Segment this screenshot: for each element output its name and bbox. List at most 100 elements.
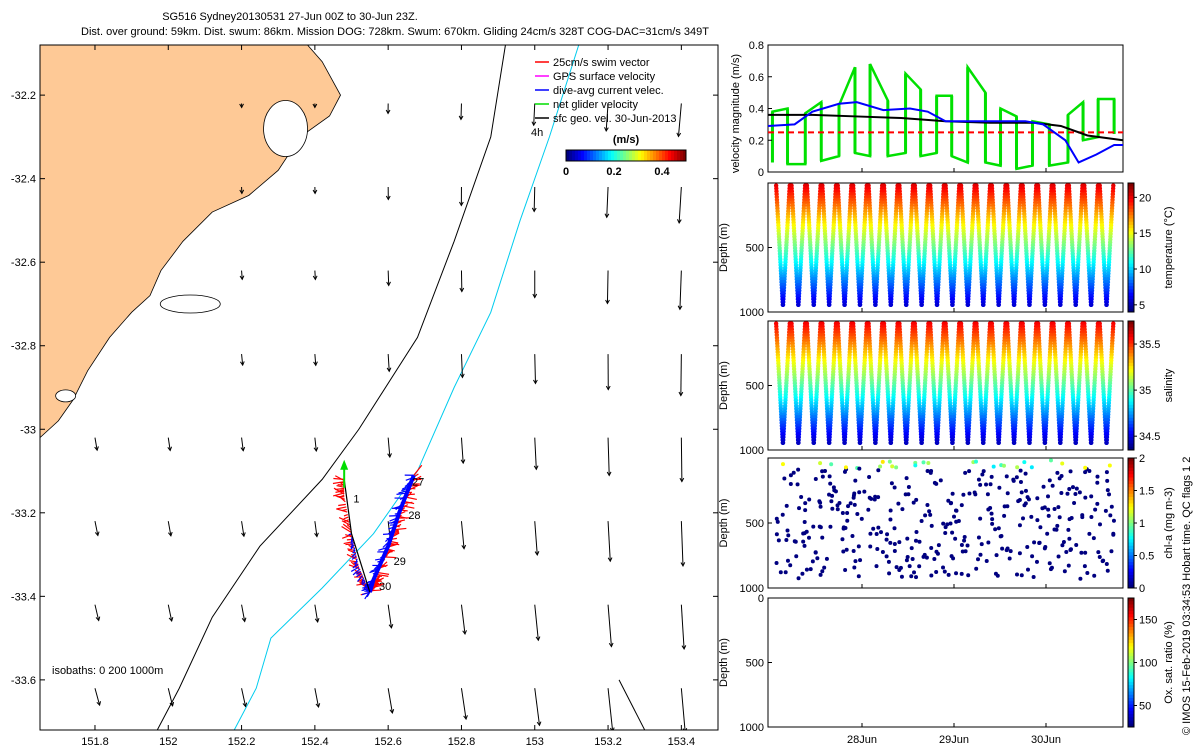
colorbar-cell <box>1128 636 1134 641</box>
chl-point <box>780 512 785 517</box>
y-tick-label: -32.6 <box>11 257 36 269</box>
chl-point <box>799 494 804 499</box>
colorbar-cell <box>1128 516 1134 521</box>
colorbar-tick-label: 0.2 <box>606 166 621 178</box>
colorbar-cell <box>1128 604 1134 609</box>
profile-point <box>904 302 909 307</box>
chl-point <box>1104 561 1109 566</box>
geo-velocity-arrow <box>605 103 609 131</box>
geo-velocity-arrow <box>460 688 467 720</box>
swim-vector <box>338 503 346 507</box>
chl-point <box>1052 527 1057 532</box>
geo-arrow-head <box>461 544 467 550</box>
chl-point <box>1067 536 1072 541</box>
chl-point <box>953 536 958 541</box>
colorbar-cell <box>1128 221 1134 226</box>
chl-point <box>942 569 947 574</box>
colorbar-cell <box>1128 382 1134 386</box>
colorbar-cell <box>1128 362 1134 367</box>
colorbar-cell <box>1128 330 1134 335</box>
chl-point <box>1011 478 1016 483</box>
colorbar-cell <box>1128 241 1134 245</box>
chl-point <box>1040 506 1045 511</box>
geo-arrow-head <box>385 109 391 115</box>
chl-point <box>959 542 964 547</box>
chl-point <box>941 521 946 526</box>
profile-point <box>904 440 909 445</box>
chl-point <box>871 526 876 531</box>
chl-point <box>1015 465 1020 470</box>
colorbar-cell <box>677 150 681 161</box>
current-vector <box>353 547 356 552</box>
profile-point <box>780 440 786 445</box>
chl-point <box>796 467 801 472</box>
profile-point <box>1058 440 1063 445</box>
chl-point <box>776 538 781 543</box>
y-tick-label: -32.2 <box>11 90 36 102</box>
colorbar-cell <box>620 150 624 161</box>
geo-arrow-head <box>463 715 468 721</box>
geo-arrow-head <box>462 630 467 636</box>
profile-point <box>1042 440 1048 445</box>
chl-point <box>1059 490 1064 495</box>
chl-point <box>1066 563 1071 568</box>
current-vector <box>361 591 371 596</box>
chl-point <box>1109 504 1114 509</box>
chl-point <box>774 516 779 521</box>
colorbar-tick-label: 35.5 <box>1139 339 1160 351</box>
chl-point <box>936 543 941 548</box>
depth-panel-frame <box>767 597 1124 728</box>
chl-point <box>1089 494 1094 499</box>
colorbar-cell <box>1128 353 1134 357</box>
chl-point <box>926 460 931 465</box>
chl-point <box>997 485 1002 490</box>
chl-point <box>906 485 911 490</box>
chl-point <box>952 514 957 519</box>
geo-velocity-arrow <box>534 437 537 470</box>
colorbar-cell <box>1128 205 1134 210</box>
chl-point <box>800 571 805 576</box>
y-tick-label: 500 <box>746 243 764 255</box>
chl-point <box>793 539 798 544</box>
swim-vector <box>338 494 345 498</box>
chl-point <box>815 556 820 561</box>
colorbar-tick-label: 15 <box>1139 228 1151 240</box>
colorbar-cell <box>1128 497 1134 501</box>
geo-velocity-arrow <box>241 437 244 451</box>
colorbar-cell <box>1128 490 1134 495</box>
swim-vector <box>343 514 348 517</box>
chl-point <box>1077 490 1082 495</box>
chl-point <box>859 516 864 521</box>
chl-point <box>813 477 818 482</box>
legend-entry: dive-avg current velec. <box>553 85 664 97</box>
profile-point <box>888 302 894 307</box>
profile-point <box>780 302 786 307</box>
colorbar-label: chl-a (mg m-3) <box>1163 487 1175 559</box>
colorbar-cell <box>1128 477 1134 482</box>
chl-point <box>887 571 892 576</box>
geo-arrow-head <box>535 636 541 642</box>
day-label: 30 <box>379 581 391 593</box>
colorbar-tick-label: 150 <box>1139 615 1157 627</box>
depth-ylabel: Depth (m) <box>718 361 730 410</box>
geo-velocity-arrow <box>533 103 536 126</box>
colorbar-cell <box>629 150 633 161</box>
chl-point <box>1005 491 1010 496</box>
profile-point <box>873 302 878 307</box>
chl-point <box>1079 550 1084 555</box>
chl-point <box>822 565 827 570</box>
geo-velocity-arrow <box>607 437 610 476</box>
chl-point <box>820 535 825 540</box>
chl-point <box>795 482 800 487</box>
chl-point <box>963 470 968 475</box>
chl-point <box>954 508 959 513</box>
geo-arrow-head <box>94 531 100 537</box>
swim-vector <box>347 549 356 554</box>
geo-velocity-arrow <box>314 437 317 452</box>
chl-point <box>852 502 857 507</box>
chl-point <box>1105 478 1110 483</box>
colorbar-cell <box>602 150 606 161</box>
chl-point <box>845 510 850 515</box>
colorbar-cell <box>1128 506 1134 511</box>
geo-arrow-head <box>94 446 99 452</box>
